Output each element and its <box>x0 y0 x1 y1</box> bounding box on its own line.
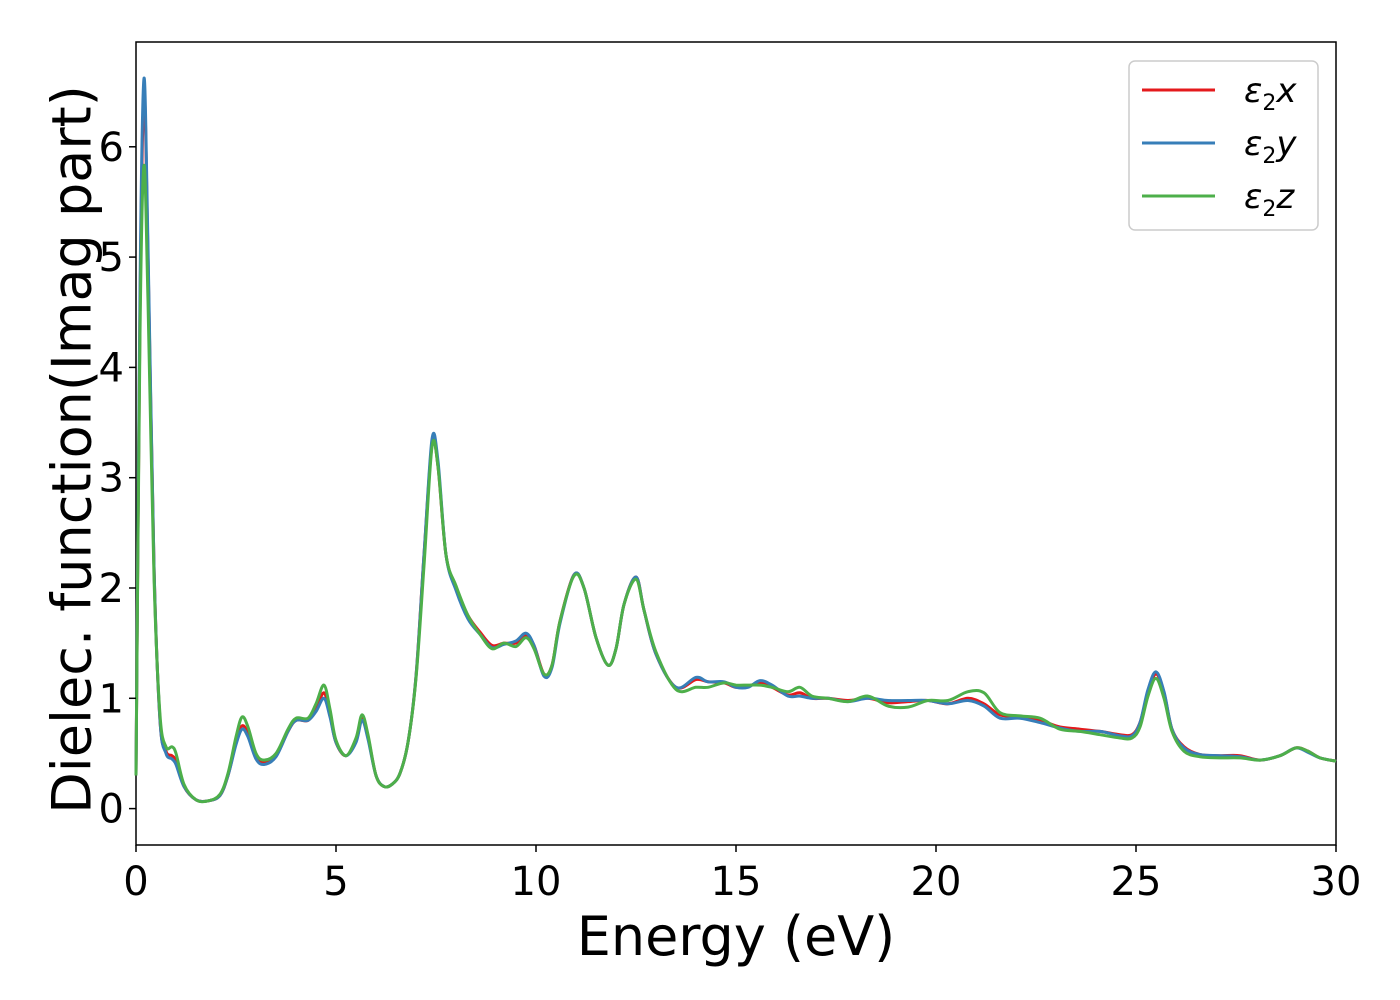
y-tick-label: 2 <box>99 566 124 612</box>
legend-symbol: ε <box>1244 71 1262 111</box>
legend-subscript: 2 <box>1262 197 1276 222</box>
x-tick-label: 10 <box>511 859 562 905</box>
x-tick-label: 5 <box>323 859 348 905</box>
y-axis-label: Dielec. function(Imag part) <box>41 85 104 814</box>
legend-axis-letter: y <box>1275 124 1297 164</box>
x-axis-ticks: 0 5 10 15 20 25 30 <box>123 845 1361 905</box>
legend-symbol: ε <box>1244 124 1262 164</box>
series-line-z <box>134 163 1337 804</box>
legend-axis-letter: x <box>1275 71 1297 111</box>
y-tick-label: 5 <box>99 235 124 281</box>
legend-label-z: ε2z <box>1244 177 1295 222</box>
legend-box <box>1128 60 1319 231</box>
y-axis-ticks: 0 1 2 3 4 5 6 <box>99 125 136 833</box>
legend-label-y: ε2y <box>1244 124 1297 169</box>
y-tick-label: 3 <box>99 456 124 502</box>
legend-subscript: 2 <box>1262 144 1276 169</box>
legend-label-x: ε2x <box>1244 71 1297 116</box>
y-tick-label: 4 <box>99 345 124 391</box>
y-tick-label: 6 <box>99 125 124 171</box>
x-axis-label: Energy (eV) <box>577 905 896 968</box>
legend-symbol: ε <box>1244 177 1262 217</box>
legend-subscript: 2 <box>1262 91 1276 116</box>
x-tick-label: 15 <box>711 859 762 905</box>
x-tick-label: 20 <box>911 859 962 905</box>
x-tick-label: 25 <box>1111 859 1162 905</box>
y-tick-label: 0 <box>99 787 124 833</box>
x-tick-label: 0 <box>123 859 148 905</box>
series-layer <box>134 76 1337 804</box>
x-tick-label: 30 <box>1311 859 1362 905</box>
legend-axis-letter: z <box>1275 177 1295 217</box>
y-tick-label: 1 <box>99 676 124 722</box>
